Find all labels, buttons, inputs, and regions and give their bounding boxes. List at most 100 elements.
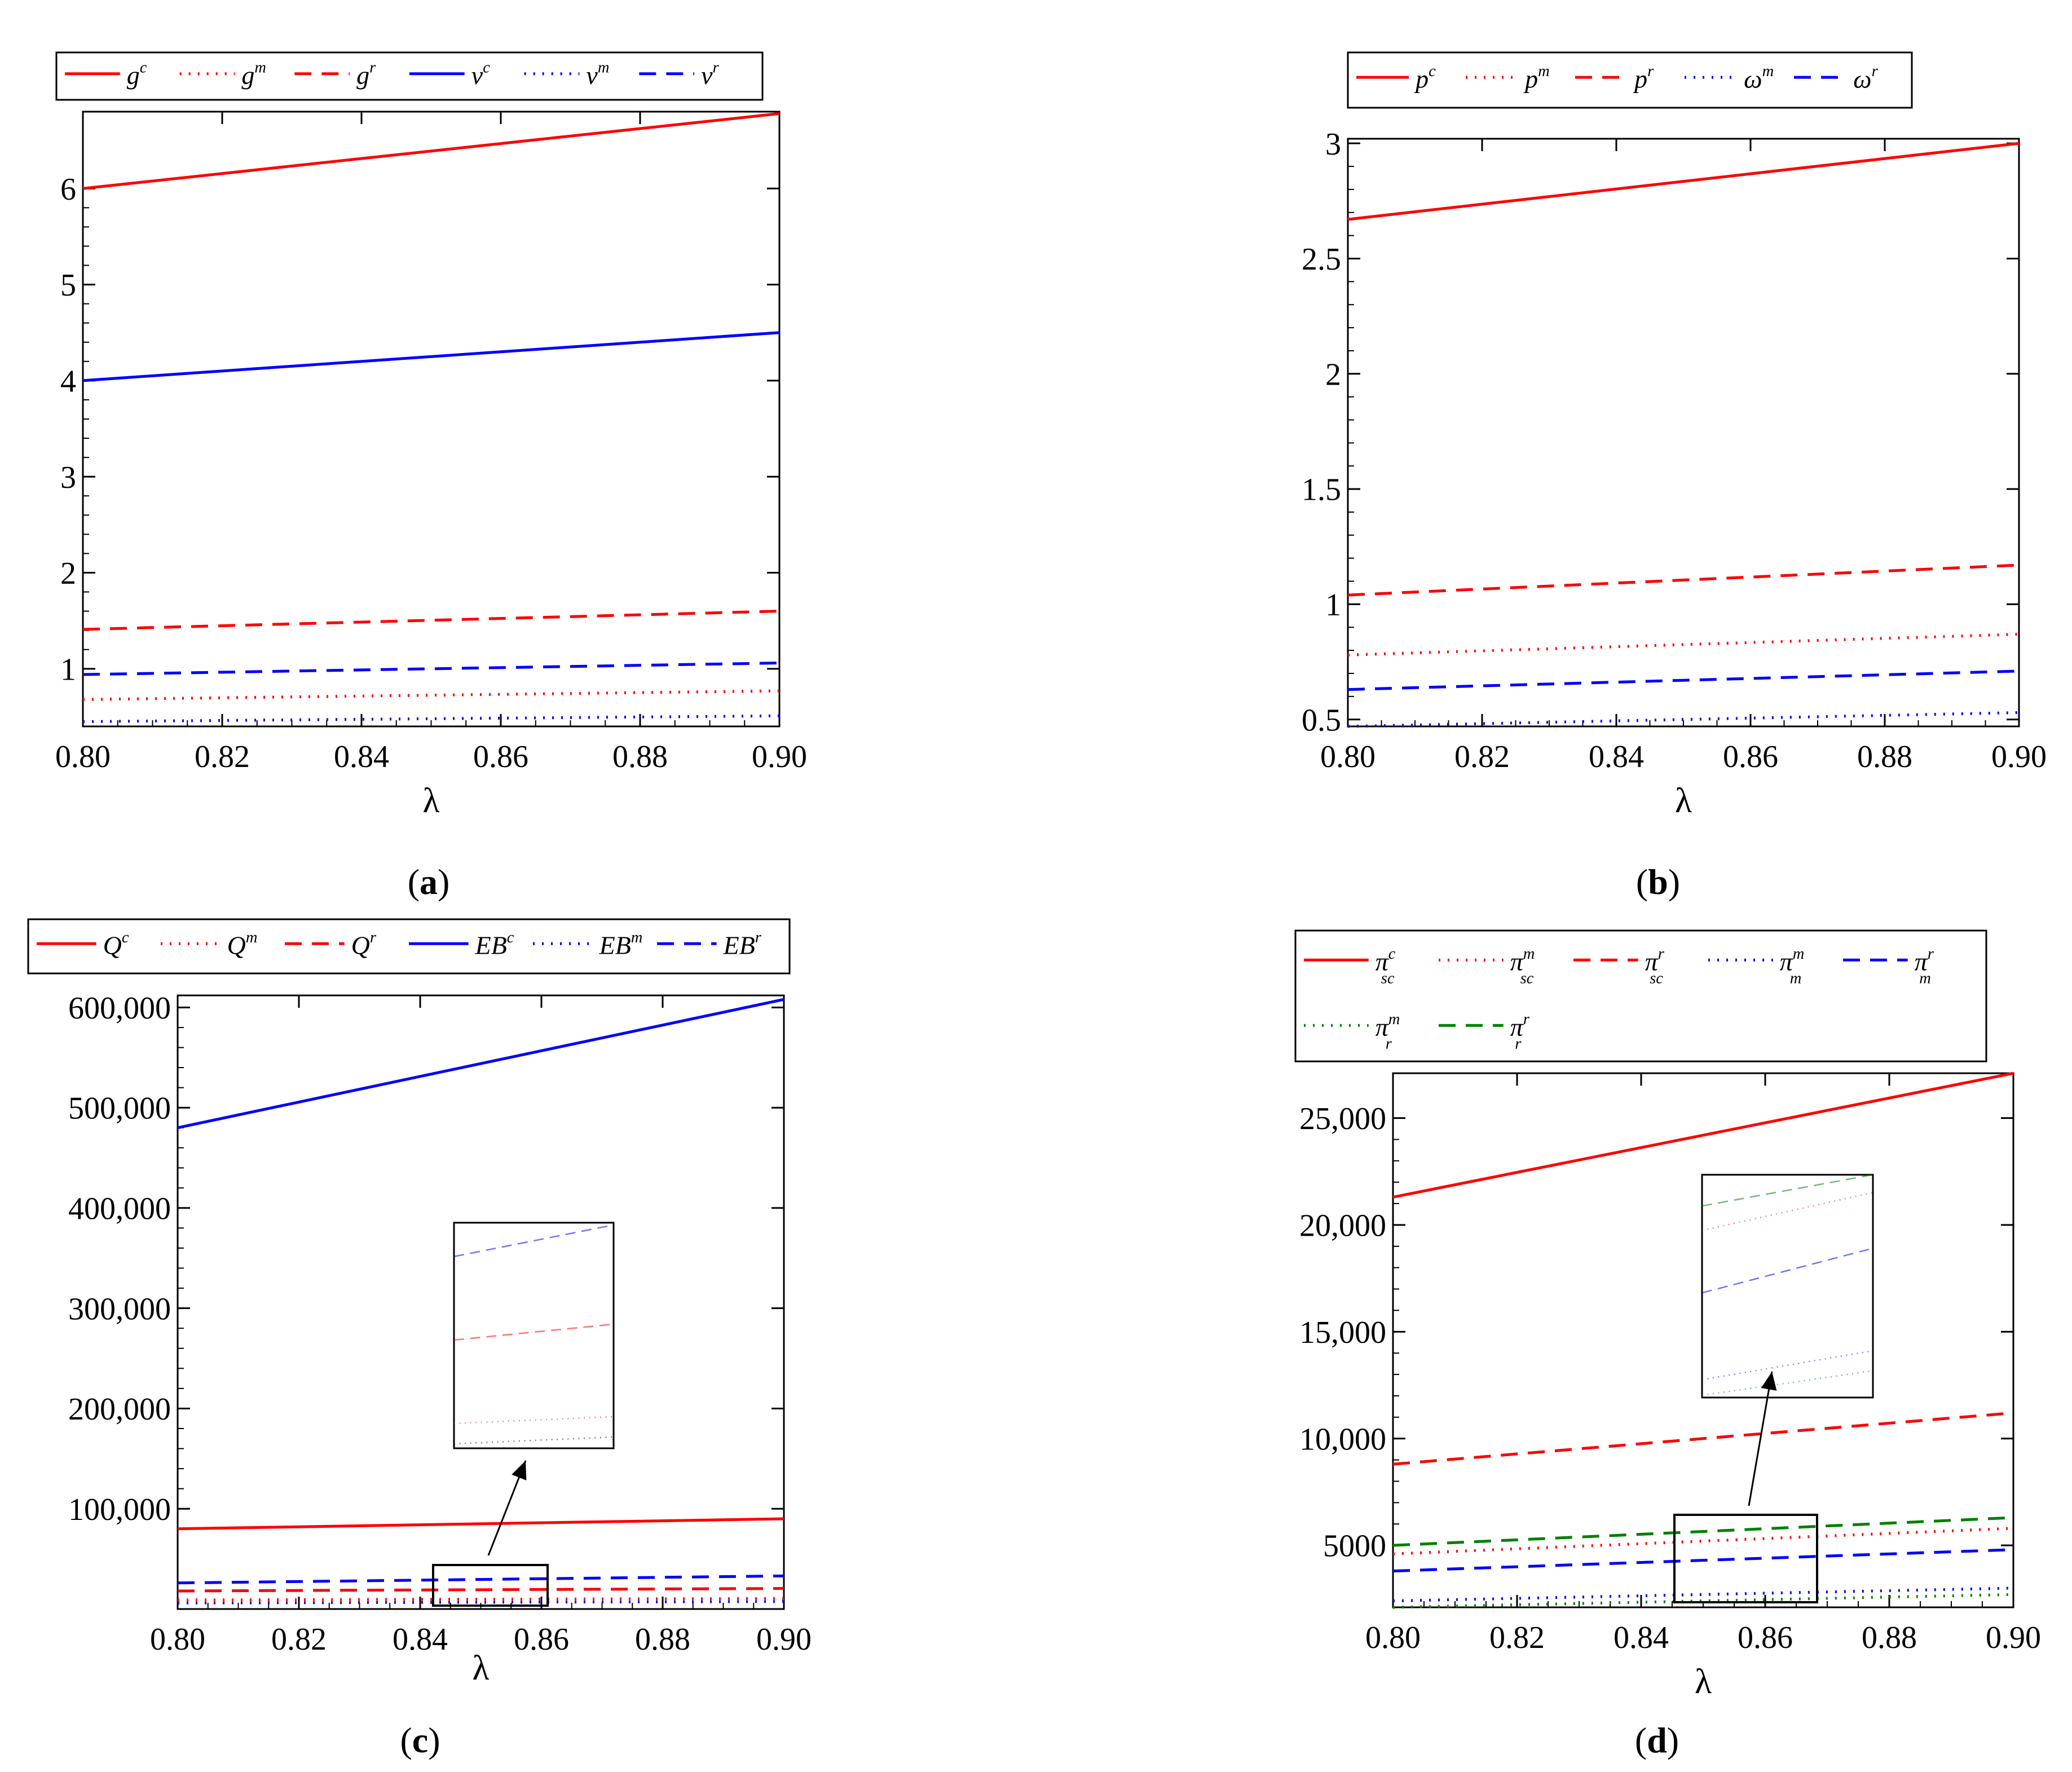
- zoom-arrow-head: [1761, 1372, 1777, 1391]
- x-tick-label: 0.84: [334, 739, 389, 774]
- y-tick-label: 500,000: [68, 1091, 171, 1126]
- x-tick-label: 0.90: [752, 739, 807, 774]
- zoom-inset: [1701, 1174, 1874, 1399]
- series-line-π-r-m: [1392, 1548, 2014, 1573]
- panel-c: 100,000 200,000 300,000 400,000 500,000 600,0…: [27, 918, 812, 1760]
- x-tick-label: 0.86: [514, 1622, 569, 1657]
- y-tick-label: 2.5: [1302, 242, 1341, 277]
- legend-label: EBm: [599, 929, 643, 960]
- panel-a: 1 2 3 4 5 6 0.80 0.82 0.84 0.86 0.88 0.90 λ (a) gc gm gr…: [55, 51, 807, 902]
- x-axis-label: λ: [422, 782, 439, 820]
- legend-label: gm: [241, 59, 266, 90]
- legend-label: ωr: [1853, 63, 1878, 94]
- legend-label: πm r: [1376, 1011, 1400, 1053]
- panel-caption: (c): [400, 1720, 440, 1760]
- x-tick-label: 0.80: [150, 1622, 205, 1657]
- x-tick-label: 0.84: [1589, 739, 1644, 774]
- legend-label: Qr: [351, 929, 377, 960]
- series-line-EB-r: [177, 1574, 784, 1585]
- legend-label: vr: [701, 59, 719, 90]
- zoom-inset: [453, 1222, 615, 1449]
- inset-line: [453, 1224, 614, 1258]
- legend-label: gc: [127, 59, 147, 90]
- legend-label: πr sc: [1645, 945, 1665, 988]
- y-tick-label: 15,000: [1299, 1315, 1386, 1350]
- series-line-p-c: [1347, 142, 2020, 221]
- legend-label: pm: [1523, 63, 1550, 94]
- y-tick-label: 20,000: [1299, 1209, 1386, 1244]
- x-axis-label: λ: [1675, 782, 1692, 820]
- y-tick-label: 1: [1325, 588, 1341, 623]
- panel-b: 0.5 1 1.5 2 2.5 3 0.80 0.82 0.84 0.86 0.88 0.90 λ (b)…: [1302, 51, 2047, 902]
- y-tick-label: 600,000: [68, 991, 171, 1026]
- series-line-g-m: [82, 689, 780, 701]
- legend-label: πc sc: [1376, 945, 1396, 988]
- legend-label: Qc: [103, 929, 129, 960]
- legend-label: Qm: [227, 929, 258, 960]
- y-tick-label: 1.5: [1302, 473, 1341, 508]
- x-tick-label: 0.86: [1723, 739, 1778, 774]
- y-tick-label: 4: [60, 364, 76, 399]
- y-tick-label: 100,000: [68, 1492, 171, 1527]
- y-tick-label: 400,000: [68, 1191, 171, 1226]
- legend-label: vm: [586, 59, 609, 90]
- series-line-π-r-sc: [1392, 1411, 2014, 1466]
- series-line-v-r: [82, 662, 780, 676]
- legend-label: πm m: [1780, 945, 1805, 988]
- y-tick-label: 300,000: [68, 1291, 171, 1326]
- series-line-p-r: [1347, 563, 2020, 597]
- y-tick-label: 2: [60, 556, 76, 591]
- y-tick-label: 3: [60, 460, 76, 495]
- panel-caption: (a): [408, 862, 450, 902]
- series-line-Q-r: [177, 1587, 784, 1593]
- inset-line: [1701, 1174, 1873, 1207]
- legend-label: pc: [1414, 63, 1436, 94]
- x-tick-label: 0.88: [1862, 1620, 1917, 1655]
- y-tick-label: 3: [1325, 127, 1341, 162]
- legend-label: pr: [1633, 63, 1654, 94]
- y-tick-label: 6: [60, 172, 76, 207]
- y-tick-label: 0.5: [1302, 703, 1341, 738]
- legend-box: [55, 51, 764, 101]
- y-tick-label: 200,000: [68, 1392, 171, 1427]
- zoom-region-box: [432, 1564, 549, 1607]
- y-tick-label: 25,000: [1299, 1101, 1386, 1136]
- zoom-region-box: [1673, 1514, 1818, 1603]
- x-tick-label: 0.90: [1991, 739, 2047, 774]
- legend-label: πr m: [1915, 945, 1934, 988]
- x-tick-label: 0.80: [55, 739, 111, 774]
- legend-label: EBc: [475, 929, 514, 960]
- x-tick-label: 0.88: [1857, 739, 1912, 774]
- series-line-EB-c: [177, 998, 784, 1130]
- x-axis-label: λ: [472, 1649, 489, 1687]
- x-tick-label: 0.90: [756, 1622, 812, 1657]
- series-line-π-m-m: [1392, 1586, 2014, 1603]
- y-tick-label: 2: [1325, 357, 1341, 392]
- x-tick-label: 0.80: [1320, 739, 1376, 774]
- y-tick-label: 5000: [1323, 1529, 1386, 1564]
- legend-box: [27, 918, 791, 975]
- series-line-Q-c: [177, 1517, 784, 1531]
- plot-frame: [1347, 138, 2020, 728]
- x-tick-label: 0.88: [635, 1622, 690, 1657]
- x-tick-label: 0.82: [1489, 1620, 1545, 1655]
- inset-line: [1701, 1248, 1873, 1294]
- panel-caption: (d): [1635, 1720, 1679, 1760]
- y-tick-label: 10,000: [1299, 1422, 1386, 1457]
- series-line-Q-m: [177, 1597, 784, 1602]
- inset-line: [1701, 1350, 1873, 1381]
- plot-frame: [82, 111, 781, 728]
- x-tick-label: 0.86: [473, 739, 528, 774]
- series-line-EB-m: [177, 1600, 784, 1605]
- x-tick-label: 0.82: [195, 739, 250, 774]
- zoom-arrow-head: [512, 1461, 527, 1480]
- x-tick-label: 0.80: [1365, 1620, 1421, 1655]
- legend-box: [1347, 51, 1913, 109]
- x-tick-label: 0.82: [271, 1622, 327, 1657]
- legend-label: ωm: [1744, 63, 1774, 94]
- series-line-ω-r: [1347, 669, 2020, 691]
- series-line-g-r: [82, 610, 780, 631]
- legend-label: πm sc: [1510, 945, 1535, 988]
- x-tick-label: 0.84: [393, 1622, 448, 1657]
